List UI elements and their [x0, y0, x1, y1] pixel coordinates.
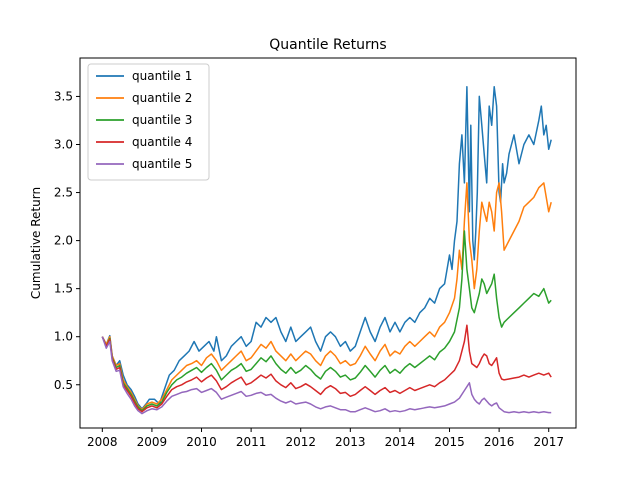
legend-label-quantile-5: quantile 5 [132, 157, 192, 171]
x-tick-label: 2017 [533, 435, 564, 449]
y-tick-label: 2.5 [54, 186, 73, 200]
series-line-quantile-1 [101, 86, 552, 410]
plot-frame [79, 57, 577, 429]
x-tick-label: 2010 [186, 435, 217, 449]
x-tick-label: 2009 [137, 435, 168, 449]
series-line-quantile-4 [101, 324, 552, 413]
y-tick-label: 0.5 [54, 378, 73, 392]
x-tick-label: 2014 [385, 435, 416, 449]
series-layer [101, 86, 552, 415]
axes-layer: 2008 2009 2010 2011 2012 2013 2014 2015 2016 2017… [54, 57, 577, 449]
legend-label-quantile-2: quantile 2 [132, 91, 192, 105]
x-tick-label: 2015 [434, 435, 465, 449]
legend-label-quantile-4: quantile 4 [132, 135, 192, 149]
y-tick-label: 3.5 [54, 89, 73, 103]
x-tick-label: 2016 [484, 435, 515, 449]
x-tick-label: 2008 [87, 435, 118, 449]
y-tick-label: 3.0 [54, 137, 73, 151]
series-line-quantile-2 [101, 182, 552, 411]
x-tick-label: 2013 [335, 435, 366, 449]
chart-title: Quantile Returns [269, 37, 386, 53]
legend-box [87, 63, 210, 181]
y-tick-label: 1.5 [54, 282, 73, 296]
legend-label-quantile-1: quantile 1 [132, 69, 192, 83]
x-tick-label: 2011 [236, 435, 267, 449]
x-tick-label: 2012 [285, 435, 316, 449]
legend: quantile 1 quantile 2 quantile 3 quantile 4… [87, 63, 210, 181]
y-tick-label: 2.0 [54, 234, 73, 248]
y-tick-label: 1.0 [54, 330, 73, 344]
y-axis-label: Cumulative Return [29, 187, 43, 299]
series-line-quantile-3 [101, 230, 552, 412]
legend-label-quantile-3: quantile 3 [132, 113, 192, 127]
series-line-quantile-5 [101, 336, 552, 415]
